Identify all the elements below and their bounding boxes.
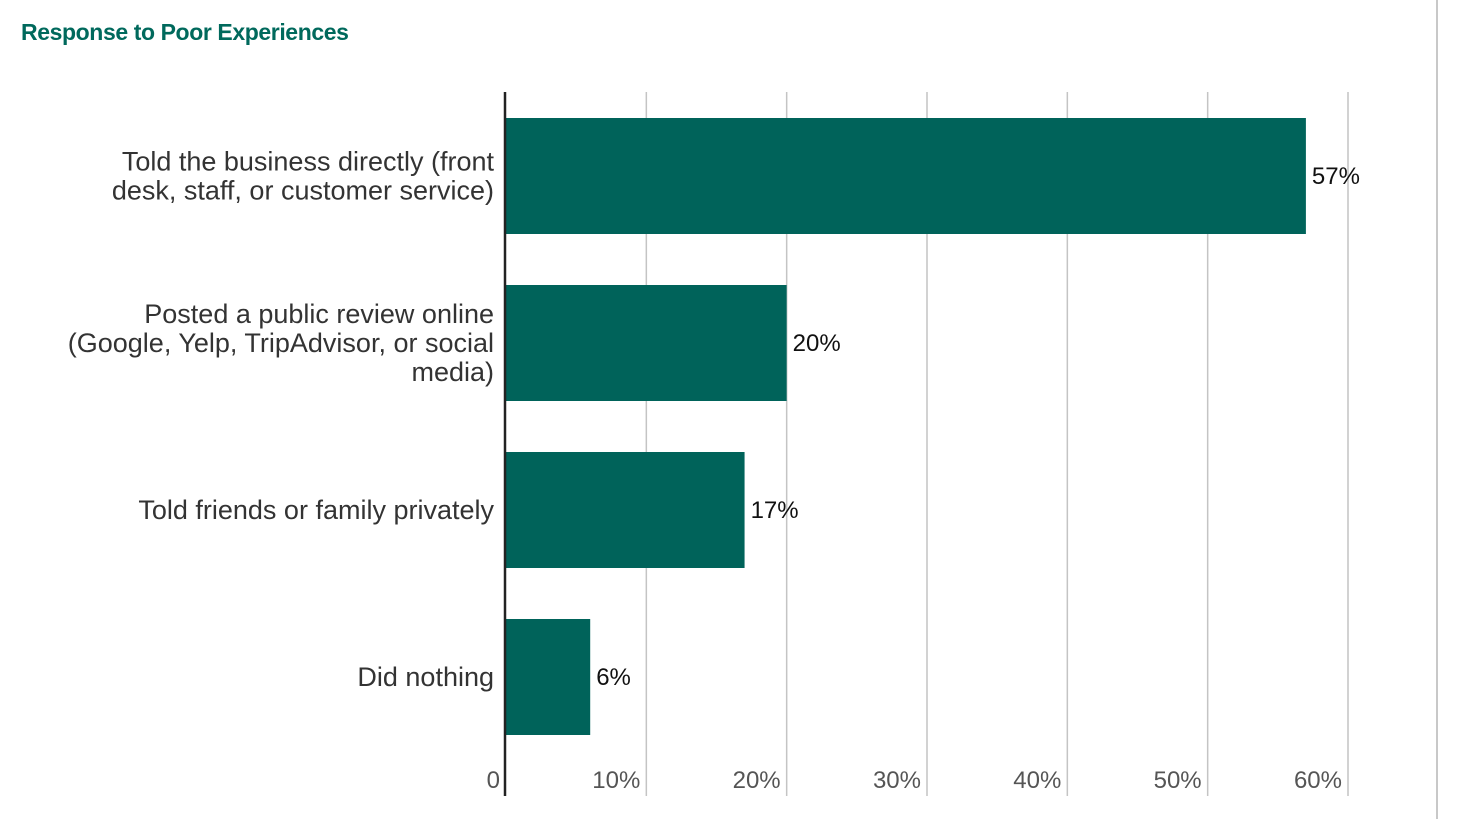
bar [506, 452, 745, 568]
category-label: Told friends or family privately [138, 495, 494, 525]
category-label-line: Told the business directly (front [122, 147, 495, 177]
category-labels: Told the business directly (front desk, s… [68, 147, 495, 693]
chart-title: Response to Poor Experiences [21, 19, 349, 45]
bars [506, 118, 1306, 735]
category-label: Told the business directly (front desk, s… [112, 147, 495, 206]
category-label-line: Posted a public review online [144, 299, 494, 329]
x-tick-label: 60% [1294, 767, 1342, 794]
x-tick-labels: 0 10% 20% 30% 40% 50% 60% [487, 767, 1342, 794]
value-label: 20% [793, 330, 841, 357]
x-tick-label: 10% [592, 767, 640, 794]
value-label: 57% [1312, 163, 1360, 190]
category-label-line: desk, staff, or customer service) [112, 176, 494, 206]
x-tick-label: 30% [873, 767, 921, 794]
x-tick-label: 20% [733, 767, 781, 794]
x-tick-label: 50% [1154, 767, 1202, 794]
value-label: 17% [751, 497, 799, 524]
x-tick-label: 0 [487, 767, 500, 794]
bar [506, 118, 1306, 234]
category-label-line: (Google, Yelp, TripAdvisor, or social [68, 328, 494, 358]
value-labels: 57% 20% 17% 6% [596, 163, 1360, 691]
category-label-line: Told friends or family privately [138, 495, 494, 525]
panel-border [1436, 0, 1438, 819]
category-label-line: media) [411, 357, 494, 387]
x-tick-label: 40% [1013, 767, 1061, 794]
value-label: 6% [596, 664, 631, 691]
category-label: Posted a public review online (Google, Ye… [68, 299, 494, 387]
bar [506, 619, 591, 735]
category-label: Did nothing [357, 662, 494, 692]
category-label-line: Did nothing [357, 662, 494, 692]
bar [506, 285, 787, 401]
